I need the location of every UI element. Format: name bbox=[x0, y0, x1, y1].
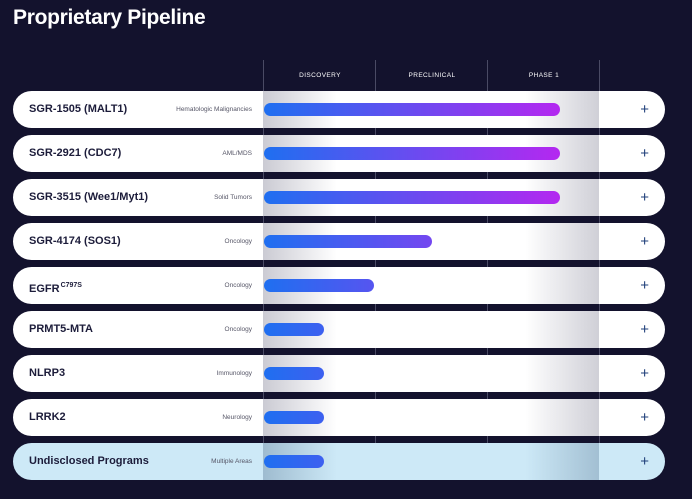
program-indication: Immunology bbox=[142, 355, 252, 392]
program-name: SGR-3515 (Wee1/Myt1) bbox=[29, 179, 148, 216]
pipeline-row[interactable]: LRRK2 Neurology + bbox=[13, 399, 665, 436]
program-indication-text: Oncology bbox=[224, 282, 252, 289]
program-name-text: SGR-2921 (CDC7) bbox=[29, 147, 122, 159]
progress-bar bbox=[264, 323, 324, 336]
pipeline-row[interactable]: SGR-4174 (SOS1) Oncology + bbox=[13, 223, 665, 260]
page-title: Proprietary Pipeline bbox=[13, 6, 206, 29]
program-name: EGFRC797S bbox=[29, 267, 82, 304]
progress-bar bbox=[264, 279, 374, 292]
program-name-text: Undisclosed Programs bbox=[29, 455, 149, 467]
program-indication-text: AML/MDS bbox=[222, 150, 252, 157]
program-indication: Oncology bbox=[142, 223, 252, 260]
pipeline-row[interactable]: SGR-2921 (CDC7) AML/MDS + bbox=[13, 135, 665, 172]
program-indication-text: Hematologic Malignancies bbox=[176, 106, 252, 113]
program-name: LRRK2 bbox=[29, 399, 66, 436]
program-indication-text: Immunology bbox=[216, 370, 252, 377]
program-indication: Multiple Areas bbox=[142, 443, 252, 480]
pipeline-row[interactable]: SGR-1505 (MALT1) Hematologic Malignancies… bbox=[13, 91, 665, 128]
program-name-text: SGR-1505 (MALT1) bbox=[29, 103, 128, 115]
program-name-text: LRRK2 bbox=[29, 411, 66, 423]
program-indication: Oncology bbox=[142, 311, 252, 348]
progress-bar bbox=[264, 191, 560, 204]
pipeline-row[interactable]: PRMT5-MTA Oncology + bbox=[13, 311, 665, 348]
progress-bar bbox=[264, 235, 432, 248]
progress-bar bbox=[264, 411, 324, 424]
progress-bar bbox=[264, 103, 560, 116]
expand-plus-icon[interactable]: + bbox=[640, 189, 649, 206]
pipeline-row[interactable]: EGFRC797S Oncology + bbox=[13, 267, 665, 304]
program-indication-text: Solid Tumors bbox=[214, 194, 252, 201]
program-name: NLRP3 bbox=[29, 355, 65, 392]
program-indication: AML/MDS bbox=[142, 135, 252, 172]
expand-plus-icon[interactable]: + bbox=[640, 145, 649, 162]
phase-header-discovery: DISCOVERY bbox=[299, 72, 341, 79]
expand-plus-icon[interactable]: + bbox=[640, 453, 649, 470]
expand-plus-icon[interactable]: + bbox=[640, 277, 649, 294]
program-name-text: NLRP3 bbox=[29, 367, 66, 379]
expand-plus-icon[interactable]: + bbox=[640, 409, 649, 426]
program-name: SGR-4174 (SOS1) bbox=[29, 223, 121, 260]
program-indication-text: Neurology bbox=[222, 414, 252, 421]
program-name-text: SGR-4174 (SOS1) bbox=[29, 235, 121, 247]
program-indication-text: Oncology bbox=[224, 238, 252, 245]
progress-bar bbox=[264, 147, 560, 160]
phase-header-preclinical: PRECLINICAL bbox=[408, 72, 456, 79]
program-indication: Hematologic Malignancies bbox=[142, 91, 252, 128]
progress-bar bbox=[264, 367, 324, 380]
program-indication: Neurology bbox=[142, 399, 252, 436]
program-indication: Oncology bbox=[142, 267, 252, 304]
pipeline-row[interactable]: Undisclosed Programs Multiple Areas + bbox=[13, 443, 665, 480]
expand-plus-icon[interactable]: + bbox=[640, 321, 649, 338]
program-name: PRMT5-MTA bbox=[29, 311, 93, 348]
expand-plus-icon[interactable]: + bbox=[640, 101, 649, 118]
program-name-superscript: C797S bbox=[60, 282, 82, 289]
program-name: SGR-2921 (CDC7) bbox=[29, 135, 121, 172]
program-name-text: SGR-3515 (Wee1/Myt1) bbox=[29, 191, 149, 203]
progress-bar bbox=[264, 455, 324, 468]
expand-plus-icon[interactable]: + bbox=[640, 233, 649, 250]
program-name: SGR-1505 (MALT1) bbox=[29, 91, 127, 128]
program-indication: Solid Tumors bbox=[142, 179, 252, 216]
program-name-text: EGFR bbox=[29, 283, 60, 295]
pipeline-row[interactable]: SGR-3515 (Wee1/Myt1) Solid Tumors + bbox=[13, 179, 665, 216]
phase-header-phase1: PHASE 1 bbox=[528, 72, 560, 79]
program-indication-text: Oncology bbox=[224, 326, 252, 333]
program-name-text: PRMT5-MTA bbox=[29, 323, 93, 335]
program-indication-text: Multiple Areas bbox=[211, 458, 252, 465]
program-name: Undisclosed Programs bbox=[29, 443, 149, 480]
expand-plus-icon[interactable]: + bbox=[640, 365, 649, 382]
pipeline-row[interactable]: NLRP3 Immunology + bbox=[13, 355, 665, 392]
